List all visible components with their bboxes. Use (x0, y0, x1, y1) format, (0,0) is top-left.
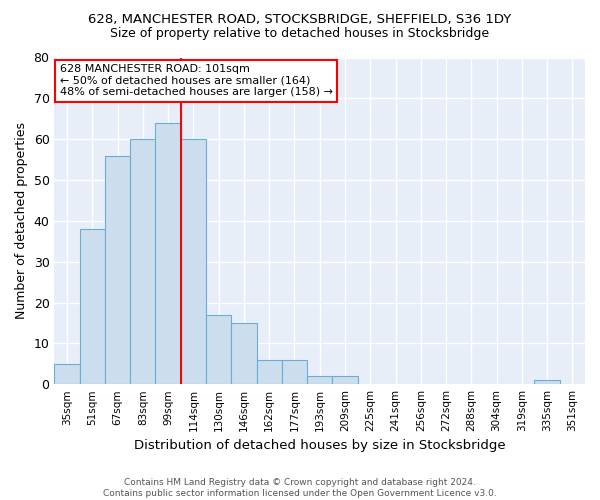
Bar (80, 229, 105, 384)
Text: 628, MANCHESTER ROAD, STOCKSBRIDGE, SHEFFIELD, S36 1DY: 628, MANCHESTER ROAD, STOCKSBRIDGE, SHEF… (88, 12, 512, 26)
Text: Size of property relative to detached houses in Stocksbridge: Size of property relative to detached ho… (110, 28, 490, 40)
Bar (535, 380, 560, 384)
Bar (181, 139, 206, 384)
Bar (332, 376, 358, 384)
Y-axis label: Number of detached properties: Number of detached properties (15, 122, 28, 320)
Bar (55, 364, 80, 384)
Bar (282, 360, 307, 384)
Text: Contains HM Land Registry data © Crown copyright and database right 2024.
Contai: Contains HM Land Registry data © Crown c… (103, 478, 497, 498)
Bar (231, 323, 257, 384)
Text: 628 MANCHESTER ROAD: 101sqm
← 50% of detached houses are smaller (164)
48% of se: 628 MANCHESTER ROAD: 101sqm ← 50% of det… (60, 64, 333, 97)
Bar (155, 123, 181, 384)
Bar (206, 315, 231, 384)
Bar (257, 360, 282, 384)
X-axis label: Distribution of detached houses by size in Stocksbridge: Distribution of detached houses by size … (134, 440, 506, 452)
Bar (307, 376, 332, 384)
Bar (130, 139, 155, 384)
Bar (105, 156, 130, 384)
